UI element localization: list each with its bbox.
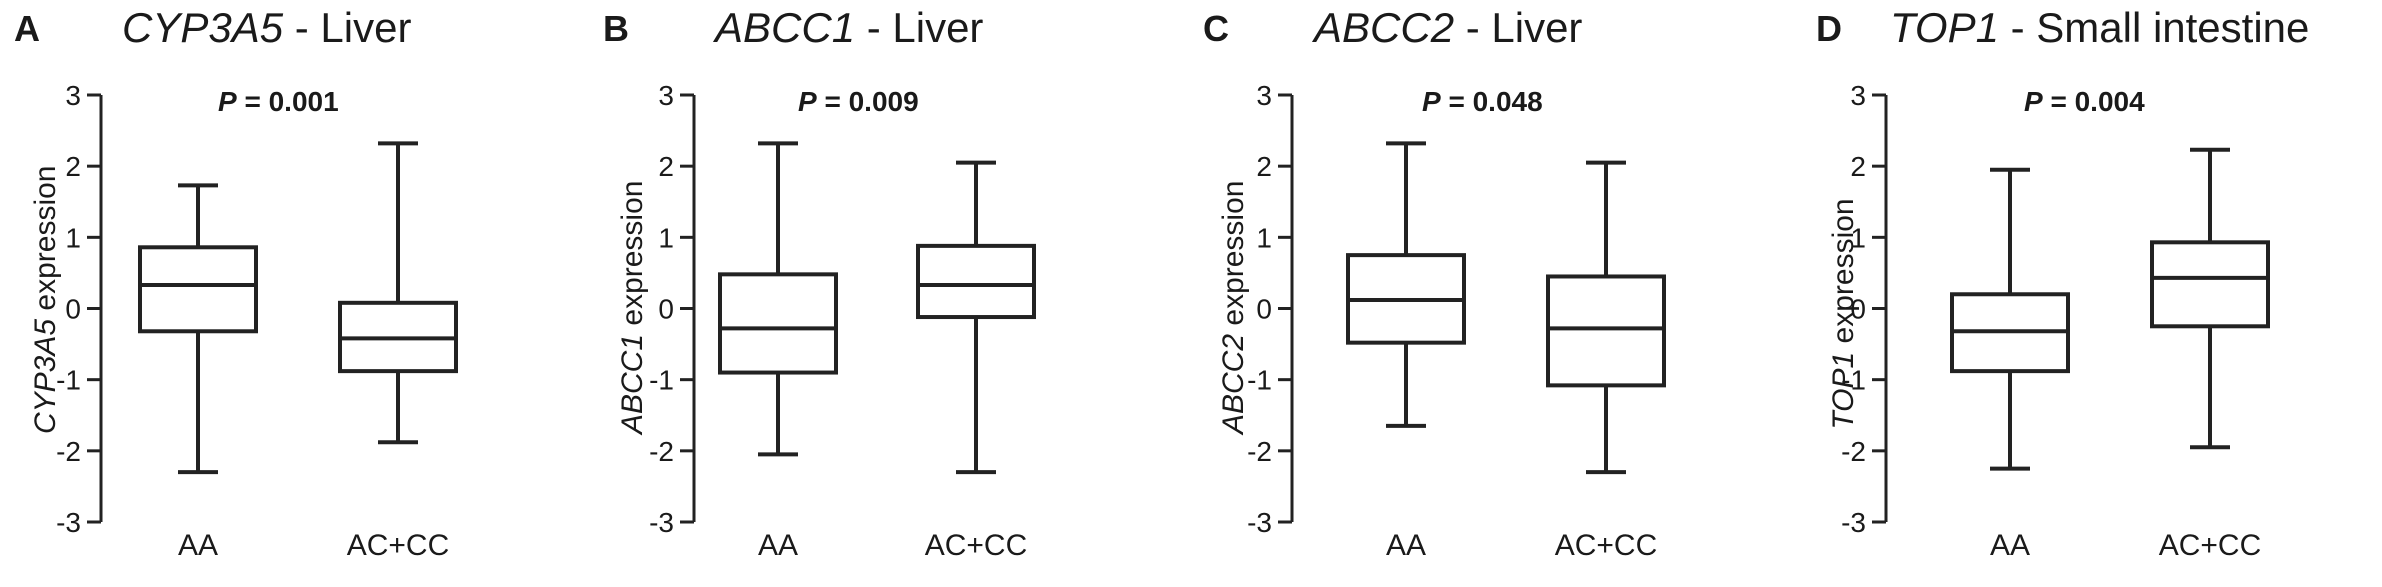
chart-title: CYP3A5 - Liver (122, 4, 411, 52)
y-tick-label: 1 (1256, 222, 1272, 253)
box-iqr (138, 245, 258, 334)
chart-title: TOP1 - Small intestine (1890, 4, 2309, 52)
y-tick-label: -3 (649, 507, 674, 538)
x-category-label: AA (758, 529, 798, 562)
y-tick-label: 2 (65, 151, 81, 182)
y-tick-label: 0 (658, 294, 674, 325)
y-tick-label: -2 (56, 436, 81, 467)
x-category-label: AC+CC (2159, 529, 2262, 562)
p-value: = 0.009 (816, 86, 919, 117)
title-gene: CYP3A5 (122, 4, 284, 51)
box-iqr (2150, 240, 2270, 329)
box-plot: 3 2 1 0 -1 -2 -3 AA AC+CC (649, 80, 1036, 562)
p-symbol: P (1422, 86, 1441, 117)
title-suffix: - Liver (283, 4, 412, 51)
chart-panel-b: B ABCC1 - Liver P = 0.009 ABCC1 expressi… (598, 0, 1193, 587)
p-value: = 0.001 (236, 86, 339, 117)
y-tick-label: 3 (1256, 80, 1272, 111)
box-plot: 3 2 1 0 -1 -2 -3 AA AC+CC (1247, 80, 1666, 562)
y-tick-label: 3 (65, 80, 81, 111)
chart-panel-a: A CYP3A5 - Liver P = 0.001 CYP3A5 expres… (0, 0, 595, 587)
panel-letter: A (14, 8, 40, 49)
y-tick-label: 3 (658, 80, 674, 111)
p-value-label: P = 0.001 (218, 86, 339, 118)
box-iqr (1546, 274, 1666, 388)
y-tick-label: -1 (1247, 365, 1272, 396)
p-value: = 0.048 (1440, 86, 1543, 117)
title-gene: TOP1 (1890, 4, 1999, 51)
y-tick-label: -1 (649, 365, 674, 396)
title-gene: ABCC2 (1314, 4, 1455, 51)
y-tick-label: 3 (1850, 80, 1866, 111)
p-symbol: P (218, 86, 237, 117)
title-suffix: - Liver (1454, 4, 1583, 51)
x-category-label: AA (178, 529, 218, 562)
y-tick-label: -2 (1247, 436, 1272, 467)
chart-panel-d: D TOP1 - Small intestine P = 0.004 TOP1 … (1784, 0, 2382, 587)
p-symbol: P (2024, 86, 2043, 117)
x-category-label: AC+CC (1555, 529, 1658, 562)
y-tick-label: -2 (649, 436, 674, 467)
y-tick-label: -1 (56, 365, 81, 396)
y-tick-label: 0 (1256, 294, 1272, 325)
y-tick-label: -3 (1841, 507, 1866, 538)
y-tick-label: 0 (1850, 294, 1866, 325)
y-tick-label: 2 (658, 151, 674, 182)
y-tick-label: -1 (1841, 365, 1866, 396)
x-category-label: AA (1990, 529, 2030, 562)
y-tick-label: 0 (65, 294, 81, 325)
title-suffix: - Liver (855, 4, 984, 51)
panel-letter: B (603, 8, 629, 49)
x-category-label: AC+CC (347, 529, 450, 562)
box-iqr (718, 272, 838, 375)
title-gene: ABCC1 (715, 4, 856, 51)
title-suffix: - Small intestine (1998, 4, 2310, 51)
p-value-label: P = 0.004 (2024, 86, 2145, 118)
x-category-label: AC+CC (925, 529, 1028, 562)
y-tick-label: 1 (658, 222, 674, 253)
p-symbol: P (798, 86, 817, 117)
chart-panel-c: C ABCC2 - Liver P = 0.048 ABCC2 expressi… (1196, 0, 1791, 587)
box-iqr (916, 243, 1036, 320)
y-tick-label: 2 (1256, 151, 1272, 182)
box-plot: 3 2 1 0 -1 -2 -3 AA AC+CC (1841, 80, 2270, 562)
panel-letter: D (1816, 8, 1842, 49)
p-value-label: P = 0.009 (798, 86, 919, 118)
panel-letter: C (1203, 8, 1229, 49)
chart-title: ABCC2 - Liver (1314, 4, 1582, 52)
chart-title: ABCC1 - Liver (715, 4, 983, 52)
y-tick-label: 2 (1850, 151, 1866, 182)
p-value-label: P = 0.048 (1422, 86, 1543, 118)
p-value: = 0.004 (2042, 86, 2145, 117)
y-tick-label: -3 (1247, 507, 1272, 538)
box-plot: 3 2 1 0 -1 -2 -3 AA AC+CC (56, 80, 458, 562)
y-tick-label: -3 (56, 507, 81, 538)
y-tick-label: -2 (1841, 436, 1866, 467)
y-tick-label: 1 (1850, 222, 1866, 253)
x-category-label: AA (1386, 529, 1426, 562)
y-tick-label: 1 (65, 222, 81, 253)
